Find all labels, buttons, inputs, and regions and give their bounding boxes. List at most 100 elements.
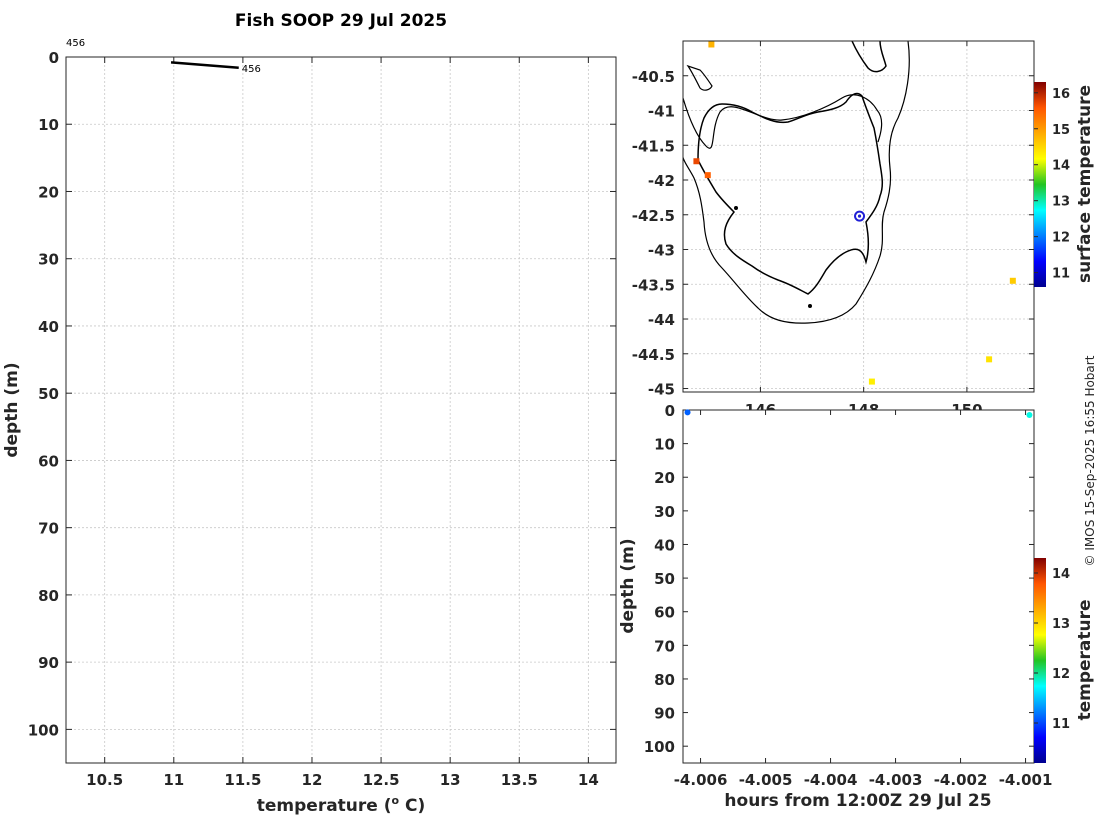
map-colorbar-tick-label: 14: [1052, 159, 1070, 174]
map-y-tick-label: -45: [648, 381, 675, 399]
section-y-tick-label: 100: [644, 738, 675, 756]
section-x-tick-label: -4.001: [999, 771, 1053, 789]
section-x-tick-label: -4.003: [869, 771, 923, 789]
copyright-credit: © IMOS 15-Sep-2025 16:55 Hobart: [1083, 355, 1097, 566]
map-colorbar-label: surface temperature: [1075, 85, 1095, 283]
profile-top-label: 456: [66, 38, 85, 49]
section-x-tick-label: -4.005: [739, 771, 793, 789]
map-y-tick-label: -41: [648, 103, 675, 121]
profile-y-tick-label: 20: [38, 183, 59, 201]
profile-line-end-label: 456: [242, 64, 261, 75]
section-point: [1026, 412, 1033, 419]
section-chart: -4.006 -4.005 -4.004 -4.003 -4.002 -4.001 0 10…: [618, 402, 1095, 811]
profile-x-tick-label: 13.5: [501, 771, 538, 789]
map-sst-patch: [868, 378, 875, 385]
profile-y-ticks: 0 10 20 30 40 50 60 70 80 90 100: [28, 49, 616, 739]
profile-x-tick-label: 10.5: [86, 771, 123, 789]
map-y-tick-label: -44.5: [632, 346, 675, 364]
map-vessel-position: [854, 210, 866, 222]
profile-y-tick-label: 90: [38, 654, 59, 672]
profile-x-ticks: 10.5 11 11.5 12 12.5 13 13.5 14: [86, 57, 599, 789]
section-y-tick-label: 30: [654, 503, 675, 521]
map-colorbar-tick-label: 16: [1052, 87, 1070, 102]
map-colorbar-tick-label: 12: [1052, 231, 1070, 246]
map-y-tick-label: -43.5: [632, 276, 675, 294]
map-y-tick-label: -42: [648, 172, 675, 190]
section-x-tick-label: -4.006: [674, 771, 728, 789]
figure-title: Fish SOOP 29 Jul 2025: [235, 11, 447, 31]
vessel-marker-dot: [857, 214, 862, 218]
profile-y-tick-label: 80: [38, 587, 59, 605]
section-y-tick-label: 0: [665, 402, 675, 420]
section-y-tick-label: 50: [654, 570, 675, 588]
map-bathymetry-contour: [683, 41, 910, 324]
map-y-tick-label: -41.5: [632, 137, 675, 155]
map-sst-patch: [704, 172, 711, 179]
section-y-tick-label: 40: [654, 536, 675, 554]
section-x-tick-label: -4.004: [804, 771, 858, 789]
section-point: [684, 409, 691, 416]
profile-plot-area: [66, 57, 616, 763]
profile-axes-box: [65, 56, 617, 764]
profile-grid: [66, 57, 616, 763]
section-x-tick-label: -4.002: [934, 771, 988, 789]
profile-x-tick-label: 11: [163, 771, 184, 789]
section-y-label: depth (m): [618, 538, 638, 633]
section-colorbar-tick-label: 12: [1052, 667, 1070, 682]
map-bathymetry-contour-north: [683, 94, 883, 149]
section-colorbar: [1034, 558, 1046, 763]
profile-y-tick-label: 30: [38, 251, 59, 269]
map-colorbar-tick-label: 13: [1052, 195, 1070, 210]
profile-chart: Fish SOOP 29 Jul 2025 10.5 11 11.5 12 12.5 13…: [2, 11, 617, 816]
section-y-tick-label: 70: [654, 637, 675, 655]
section-y-tick-label: 20: [654, 469, 675, 487]
map-island: [808, 304, 812, 308]
profile-y-tick-label: 50: [38, 385, 59, 403]
vessel-marker-ring: [854, 210, 866, 222]
map-y-tick-label: -42.5: [632, 207, 675, 225]
map-island: [734, 206, 738, 210]
map-colorbar: [1034, 82, 1046, 287]
map-sst-patch: [693, 158, 700, 165]
map-sst-patch: [1009, 277, 1016, 284]
map-chart: 146148150 -40.5-41-41.5-42-42.5-43-43.5-…: [632, 40, 1095, 419]
section-colorbar-tick-label: 13: [1052, 617, 1070, 632]
section-x-label: hours from 12:00Z 29 Jul 25: [724, 791, 991, 811]
profile-x-label: temperature (o C): [257, 794, 426, 816]
section-plot-area: [683, 410, 1034, 763]
profile-y-tick-label: 40: [38, 318, 59, 336]
section-x-ticks: -4.006 -4.005 -4.004 -4.003 -4.002 -4.001: [674, 410, 1053, 789]
map-y-tick-label: -43: [648, 242, 675, 260]
map-sst-patch: [986, 356, 993, 363]
profile-x-tick-label: 12: [302, 771, 323, 789]
map-sst-patch: [708, 41, 715, 48]
section-points: [684, 409, 1033, 419]
map-y-tick-label: -40.5: [632, 68, 675, 86]
section-y-ticks: 0 10 20 30 40 50 60 70 80 90 100: [644, 402, 1034, 756]
section-colorbar-ticks: 11 12 13 14: [1034, 567, 1070, 732]
section-y-tick-label: 80: [654, 671, 675, 689]
map-coastline-west-islands: [686, 64, 713, 91]
map-sst-patches: [693, 41, 1016, 385]
section-y-tick-label: 10: [654, 436, 675, 454]
profile-line-456: [170, 61, 239, 70]
profile-series: 456 456: [66, 38, 261, 75]
map-coastline-north-islands: [851, 41, 887, 73]
profile-x-tick-label: 13: [440, 771, 461, 789]
profile-y-tick-label: 60: [38, 452, 59, 470]
map-grid: [683, 41, 1034, 392]
map-colorbar-tick-label: 11: [1052, 267, 1070, 282]
section-colorbar-tick-label: 14: [1052, 567, 1070, 582]
profile-y-tick-label: 100: [28, 721, 59, 739]
map-coastline-tasmania: [697, 92, 884, 295]
map-colorbar-ticks: 11 12 13 14 15 16: [1034, 87, 1070, 282]
map-colorbar-tick-label: 15: [1052, 123, 1070, 138]
section-colorbar-label: temperature: [1075, 599, 1095, 720]
profile-x-tick-label: 11.5: [224, 771, 261, 789]
profile-y-tick-label: 10: [38, 116, 59, 134]
section-y-tick-label: 90: [654, 705, 675, 723]
section-y-tick-label: 60: [654, 604, 675, 622]
profile-y-tick-label: 0: [49, 49, 59, 67]
map-y-ticks: -40.5 -41 -41.5 -42 -42.5 -43 -43.5 -44 -44.5 -45: [632, 68, 1034, 399]
profile-x-tick-label: 12.5: [363, 771, 400, 789]
